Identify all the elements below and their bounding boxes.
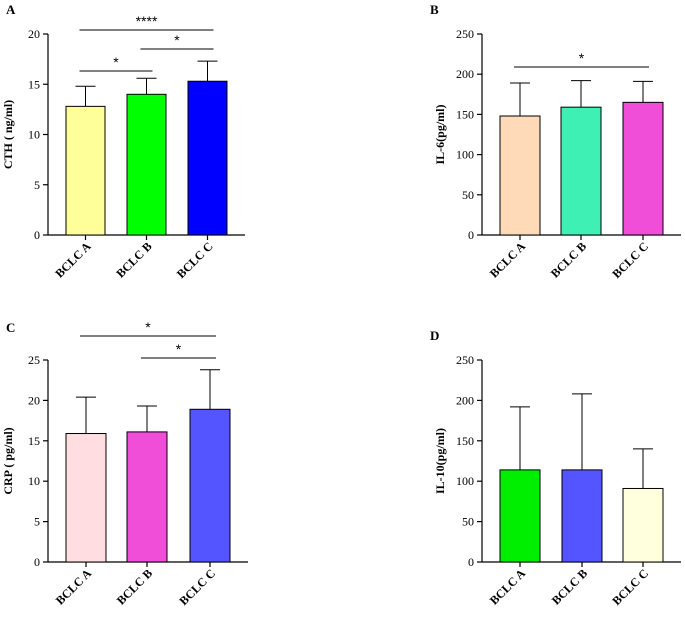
bar-bclc-c (622, 487, 664, 563)
bar-bclc-b (126, 431, 168, 563)
y-tick-label: 0 (34, 228, 40, 242)
significance-label: * (174, 32, 180, 48)
category-label: BCLC A (53, 566, 94, 607)
category-label: BCLC C (174, 239, 216, 281)
bar-bclc-b (561, 469, 603, 563)
y-tick-label: 10 (28, 474, 40, 488)
y-tick-label: 5 (34, 515, 40, 529)
y-axis-label: IL-6(pg/ml) (433, 104, 447, 164)
significance-label: * (176, 341, 182, 357)
panel-b: B 0 50 100 150 200 250 IL-6(pg/ml) BCLC A BCLC B B… (430, 2, 681, 281)
category-label: BCLC A (487, 239, 528, 280)
y-tick-label: 150 (456, 434, 474, 448)
y-tick-label: 5 (34, 178, 40, 192)
panel-letter: C (6, 320, 15, 335)
bar-bclc-c (189, 408, 231, 563)
bar-bclc-a (65, 433, 107, 563)
panel-letter: D (430, 328, 439, 343)
category-label: BCLC C (609, 239, 651, 281)
y-tick-label: 50 (462, 188, 474, 202)
category-label: BCLC A (52, 239, 93, 280)
y-tick-label: 25 (28, 353, 40, 367)
category-label: BCLC A (487, 566, 528, 607)
significance-label: * (113, 54, 119, 70)
bar-bclc-b (126, 93, 167, 236)
bar-bclc-a (65, 105, 106, 236)
panel-a: A 0 5 10 15 20 CTH ( ng/ml) BCLC A BCLC B BCLC C *… (1, 2, 245, 281)
bar-bclc-b (560, 106, 602, 236)
y-tick-label: 15 (28, 77, 40, 91)
y-tick-label: 100 (456, 474, 474, 488)
y-tick-label: 0 (468, 228, 474, 242)
significance-label: **** (136, 13, 158, 29)
y-tick-label: 20 (28, 393, 40, 407)
y-tick-label: 0 (34, 555, 40, 569)
y-tick-label: 150 (456, 107, 474, 121)
y-tick-label: 0 (468, 555, 474, 569)
bar-bclc-c (187, 80, 228, 236)
y-axis-label: CTH ( ng/ml) (1, 100, 15, 169)
bar-bclc-c (622, 101, 664, 236)
bar-bclc-a (499, 115, 541, 236)
significance-label: * (579, 50, 585, 66)
y-tick-label: 50 (462, 515, 474, 529)
bar-bclc-a (499, 469, 541, 563)
panel-c: C 0 5 10 15 20 25 CRP ( pg/ml) BCLC A BCLC B BCLC … (1, 319, 248, 608)
y-axis-label: IL-10(pg/ml) (433, 428, 447, 494)
significance-label: * (145, 319, 151, 335)
panel-d: D 0 50 100 150 200 250 IL-10(pg/ml) BCLC A BCLC B… (430, 328, 681, 608)
category-label: BCLC B (113, 239, 154, 280)
y-axis-label: CRP ( pg/ml) (1, 427, 15, 494)
panel-letter: A (6, 2, 16, 17)
y-tick-label: 250 (456, 353, 474, 367)
category-label: BCLC B (548, 239, 589, 280)
y-tick-label: 250 (456, 27, 474, 41)
y-tick-label: 100 (456, 148, 474, 162)
category-label: BCLC C (609, 566, 651, 608)
y-tick-label: 15 (28, 434, 40, 448)
y-tick-label: 20 (28, 27, 40, 41)
y-tick-label: 10 (28, 128, 40, 142)
category-label: BCLC C (176, 566, 218, 608)
y-tick-label: 200 (456, 67, 474, 81)
y-tick-label: 200 (456, 393, 474, 407)
panel-letter: B (430, 2, 439, 17)
category-label: BCLC B (114, 566, 155, 607)
category-label: BCLC B (549, 566, 590, 607)
